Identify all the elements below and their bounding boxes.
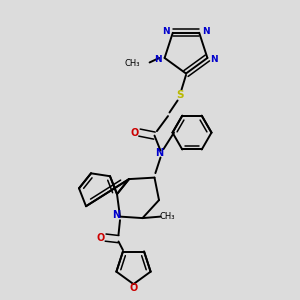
Text: S: S	[176, 90, 184, 100]
Text: N: N	[202, 27, 210, 36]
Text: N: N	[210, 55, 218, 64]
Text: O: O	[129, 283, 138, 293]
Text: N: N	[154, 55, 162, 64]
Text: CH₃: CH₃	[159, 212, 175, 221]
Text: O: O	[131, 128, 139, 138]
Text: N: N	[112, 210, 121, 220]
Text: N: N	[162, 27, 170, 36]
Text: O: O	[97, 232, 105, 243]
Text: CH₃: CH₃	[124, 59, 140, 68]
Text: N: N	[155, 148, 163, 158]
